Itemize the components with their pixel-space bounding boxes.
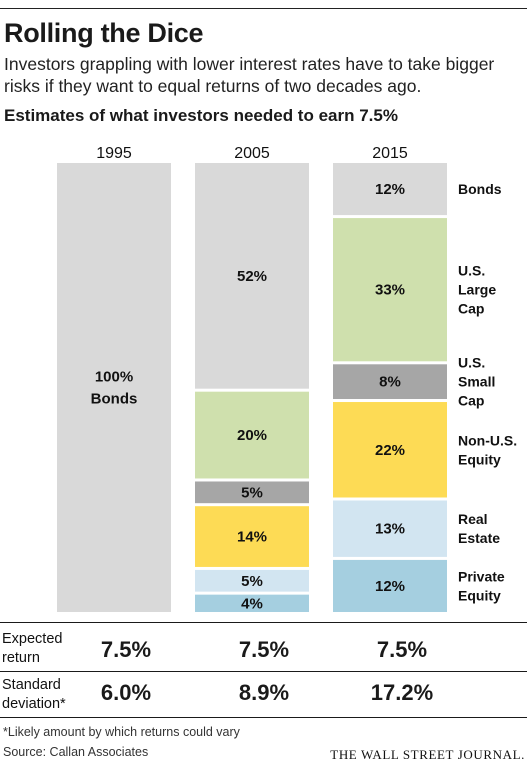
- data-label-2015-u-s-large-cap: 33%: [375, 282, 405, 299]
- data-label-2005-bonds: 52%: [237, 268, 267, 285]
- legend-non-u-s-equity: Non-U.S. Equity: [458, 432, 517, 467]
- legend-u-s-small-cap: U.S. Small Cap: [458, 355, 495, 409]
- publisher-credit: THE WALL STREET JOURNAL.: [330, 747, 525, 762]
- standard-deviation-label: Standard deviation*: [2, 676, 66, 714]
- stats-divider-mid: [0, 671, 527, 672]
- bar-2015-private-equity: [333, 559, 447, 612]
- expected-return-2015: 7.5%: [376, 637, 428, 662]
- bar-2015-u-s-small-cap: [333, 364, 447, 400]
- bar-2015-non-u-s-equity: [333, 402, 447, 498]
- expected-return-1995: 7.5%: [100, 637, 152, 662]
- bar-2005-bonds: [195, 163, 309, 389]
- bar-2015-u-s-large-cap: [333, 218, 447, 362]
- bar-2005-u-s-large-cap: [195, 391, 309, 479]
- data-label-2015-non-u-s-equity: 22%: [375, 442, 405, 459]
- bar-2005-real-estate: [195, 569, 309, 592]
- legend-u-s-large-cap: U.S. Large Cap: [458, 263, 496, 317]
- data-label-2005-private-equity: 4%: [241, 595, 263, 612]
- expected-return-label: Expected return: [2, 630, 62, 668]
- legend-bonds: Bonds: [458, 181, 502, 197]
- standard-deviation-2015: 17.2%: [370, 680, 434, 705]
- bar-2005-u-s-small-cap: [195, 481, 309, 504]
- top-rule: [0, 8, 527, 9]
- expected-return-label-text: Expected return: [2, 631, 63, 666]
- chart-title: Rolling the Dice: [4, 18, 204, 48]
- legend-private-equity: Private Equity: [458, 568, 505, 603]
- year-label-2015: 2015: [372, 145, 408, 162]
- stacked-bar-chart: 1995 100% Bonds 2005 52% 20% 5% 14% 5% 4% 2015 12% 3…: [57, 145, 517, 612]
- data-label-2015-real-estate: 13%: [375, 521, 405, 538]
- data-label-2015-private-equity: 12%: [375, 578, 405, 595]
- data-label-2005-real-estate: 5%: [241, 573, 263, 590]
- data-label-1995-bonds: 100% Bonds: [91, 369, 138, 408]
- source-note: Source: Callan Associates: [3, 745, 149, 759]
- chart-heading: Estimates of what investors needed to ea…: [4, 106, 398, 125]
- data-label-2005-u-s-large-cap: 20%: [237, 427, 267, 444]
- bar-1995-bonds: [57, 163, 171, 612]
- data-label-2005-u-s-small-cap: 5%: [241, 484, 263, 501]
- bar-2005-private-equity: [195, 594, 309, 612]
- year-label-1995: 1995: [96, 145, 132, 162]
- standard-deviation-1995: 6.0%: [100, 680, 152, 705]
- bar-2015-real-estate: [333, 500, 447, 557]
- expected-return-2005: 7.5%: [238, 637, 290, 662]
- data-label-2005-non-u-s-equity: 14%: [237, 529, 267, 546]
- data-label-2015-u-s-small-cap: 8%: [379, 374, 401, 391]
- chart-subtitle: Investors grappling with lower interest …: [4, 54, 495, 96]
- stats-divider-top: [0, 622, 527, 623]
- standard-deviation-label-text: Standard deviation*: [2, 677, 66, 712]
- legend-real-estate: Real Estate: [458, 511, 500, 546]
- bar-2015-bonds: [333, 163, 447, 216]
- standard-deviation-2005: 8.9%: [238, 680, 290, 705]
- data-label-2015-bonds: 12%: [375, 181, 405, 198]
- bar-2005-non-u-s-equity: [195, 506, 309, 567]
- year-label-2005: 2005: [234, 145, 270, 162]
- stats-divider-bottom: [0, 717, 527, 718]
- footnote: *Likely amount by which returns could va…: [3, 725, 240, 739]
